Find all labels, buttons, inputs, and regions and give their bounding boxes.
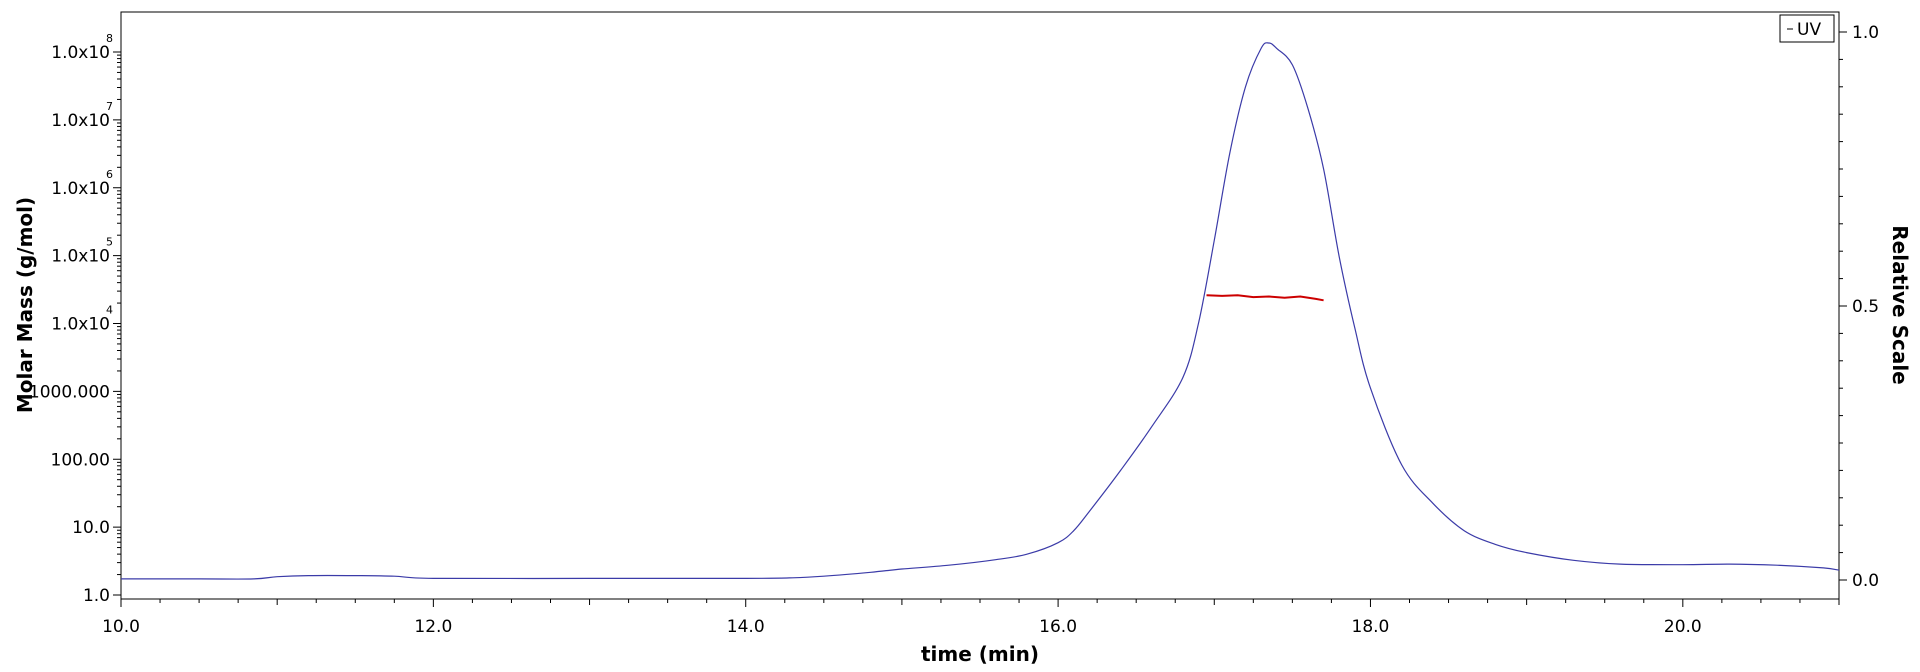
plot-area	[120, 11, 1840, 600]
y-left-tick-label: 1.0	[83, 586, 110, 606]
y-left-axis-ticks: 1.010.0100.001000.0001.0x1041.0x1051.0x1…	[29, 32, 121, 606]
y-right-tick-label: 1.0	[1852, 23, 1879, 43]
x-tick-label: 20.0	[1664, 617, 1702, 637]
legend: UV	[1779, 14, 1835, 43]
y-left-tick-label: 100.00	[51, 450, 110, 470]
y-left-tick-label: 1000.000	[29, 382, 110, 402]
y-left-tick-exponent: 4	[106, 304, 113, 317]
x-tick-label: 16.0	[1039, 617, 1077, 637]
series-layer	[121, 42, 1840, 580]
y-left-tick-label: 1.0x10	[51, 247, 110, 267]
y-right-tick-label: 0.5	[1852, 297, 1879, 317]
y-left-tick-label: 1.0x10	[51, 111, 110, 131]
y-right-tick-label: 0.0	[1852, 571, 1879, 591]
y-right-axis-ticks: 0.0 0.5 1.0	[1839, 23, 1879, 591]
series-line-molar-mass	[1206, 294, 1324, 302]
y-left-tick-label: 1.0x10	[51, 179, 110, 199]
y-left-tick-exponent: 8	[106, 32, 113, 45]
y-left-tick-label: 10.0	[72, 518, 110, 538]
x-axis-title: time (min)	[921, 642, 1039, 666]
series-line-uv	[121, 42, 1840, 580]
y-left-tick-label: 1.0x10	[51, 43, 110, 63]
y-left-tick-label: 1.0x10	[51, 315, 110, 335]
x-tick-label: 10.0	[102, 617, 140, 637]
y-left-tick-exponent: 7	[106, 100, 113, 113]
legend-entry-uv: UV	[1797, 20, 1821, 40]
x-tick-label: 14.0	[727, 617, 765, 637]
x-tick-label: 12.0	[414, 617, 452, 637]
y-left-tick-exponent: 6	[106, 168, 113, 181]
y-left-tick-exponent: 5	[106, 236, 113, 249]
x-tick-label: 18.0	[1352, 617, 1390, 637]
y-left-axis-title: Molar Mass (g/mol)	[13, 197, 37, 413]
y-right-axis-title: Relative Scale	[1888, 225, 1912, 384]
x-axis-ticks: 10.0 12.0 14.0 16.0 18.0 20.0	[102, 599, 1840, 637]
